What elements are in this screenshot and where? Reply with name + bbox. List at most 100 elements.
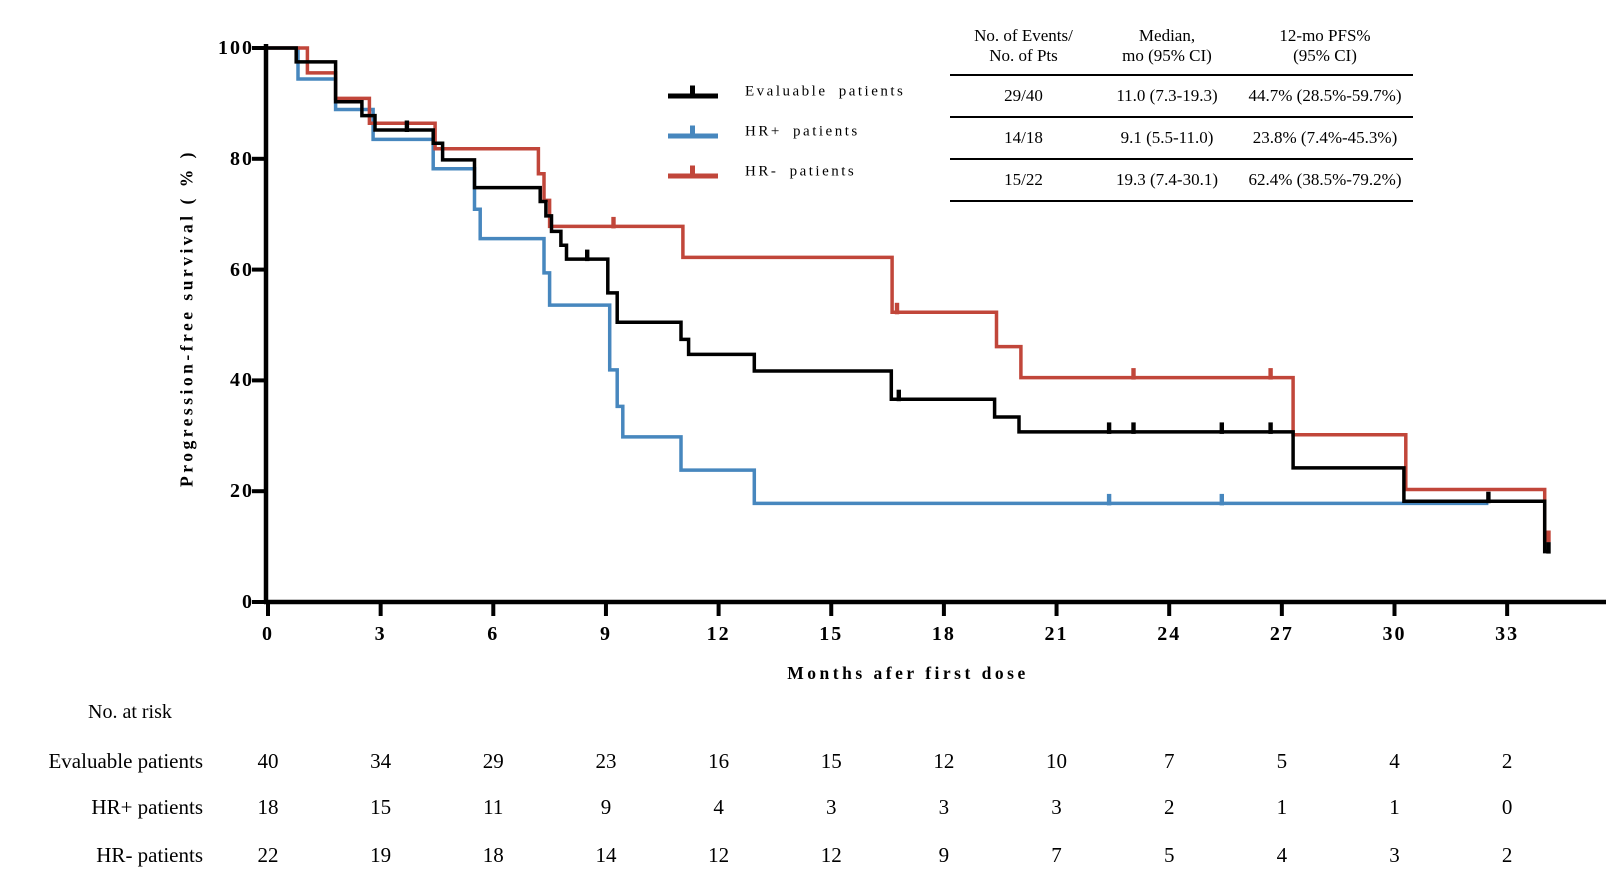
censor-tick-mark	[1106, 422, 1112, 434]
censor-tick-mark	[894, 302, 900, 315]
at-risk-value: 15	[820, 749, 842, 773]
at-risk-value: 0	[1501, 795, 1513, 819]
at-risk-value: 10	[1046, 749, 1068, 773]
stats-row-hr-minus: 15/22 19.3 (7.4-30.1) 62.4% (38.5%-79.2%…	[950, 159, 1413, 202]
at-risk-value: 5	[1276, 749, 1288, 773]
x-tick-label: 18	[931, 623, 956, 645]
y-tick-label: 100	[218, 37, 254, 59]
censor-tick-mark	[1268, 422, 1273, 434]
at-risk-value: 7	[1051, 843, 1062, 867]
at-risk-value: 19	[370, 843, 392, 867]
legend-label-hr-plus: HR+ patients	[745, 123, 860, 140]
at-risk-value: 1	[1276, 795, 1288, 819]
at-risk-value: 5	[1163, 843, 1175, 867]
at-risk-value: 3	[1389, 843, 1400, 867]
stats-cell: 44.7% (28.5%-59.7%)	[1237, 75, 1413, 118]
stats-header-events: No. of Events/No. of Pts	[950, 18, 1097, 76]
x-tick-label: 24	[1157, 623, 1182, 645]
x-tick-label: 30	[1382, 623, 1407, 645]
at-risk-value: 18	[257, 795, 279, 819]
y-axis-title: Progression-free survival ( % )	[176, 149, 197, 487]
censor-tick-mark	[1131, 422, 1136, 434]
at-risk-value: 9	[938, 843, 950, 867]
censor-tick-mark	[1219, 493, 1224, 506]
km-curve-hr-patients	[268, 46, 1489, 506]
at-risk-value: 3	[826, 795, 837, 819]
km-curve-evaluable-patients	[268, 46, 1551, 554]
stats-cell: 14/18	[950, 117, 1097, 160]
x-tick-label: 3	[374, 623, 387, 645]
at-risk-value: 4	[1276, 843, 1288, 867]
censor-tick-mark	[1131, 368, 1136, 380]
censor-tick-mark	[896, 389, 901, 402]
at-risk-label-hr-minus: HR- patients	[96, 843, 203, 867]
at-risk-value: 3	[938, 795, 950, 819]
stats-header-median: Median, mo (95% CI)	[1097, 18, 1237, 76]
censor-tick-mark	[611, 216, 616, 229]
stats-row-evaluable: 29/40 11.0 (7.3-19.3) 44.7% (28.5%-59.7%…	[950, 75, 1413, 118]
at-risk-label-hr-plus: HR+ patients	[91, 795, 203, 819]
evaluable-line-swatch-icon	[668, 85, 718, 100]
at-risk-value: 15	[370, 795, 392, 819]
km-curve-hr-patients	[268, 46, 1551, 542]
hr-plus-line-swatch-icon	[668, 125, 718, 140]
stats-cell: 19.3 (7.4-30.1)	[1097, 159, 1237, 202]
at-risk-value: 12	[708, 843, 730, 867]
at-risk-value: 34	[370, 749, 392, 773]
at-risk-value: 18	[482, 843, 504, 867]
at-risk-value: 4	[713, 795, 724, 819]
x-tick-label: 15	[819, 623, 844, 645]
at-risk-value: 12	[933, 749, 955, 773]
at-risk-value: 29	[482, 749, 504, 773]
censor-tick-mark	[1546, 530, 1551, 542]
stats-cell: 62.4% (38.5%-79.2%)	[1237, 159, 1413, 202]
stats-header-pfs: 12-mo PFS% (95% CI)	[1237, 18, 1413, 76]
at-risk-value: 4	[1389, 749, 1400, 773]
stats-cell: 15/22	[950, 159, 1097, 202]
y-tick-label: 0	[242, 591, 254, 613]
hr-minus-line-swatch-icon	[668, 165, 718, 180]
at-risk-title: No. at risk	[88, 701, 172, 723]
y-tick-label: 60	[230, 258, 254, 281]
x-tick-label: 9	[599, 623, 612, 645]
stats-cell: 9.1 (5.5-11.0)	[1097, 117, 1237, 160]
at-risk-value: 22	[257, 843, 279, 867]
at-risk-value: 9	[600, 795, 612, 819]
x-tick-label: 12	[706, 623, 731, 645]
y-tick-label: 20	[230, 480, 254, 503]
summary-stats-table: No. of Events/No. of Pts Median, mo (95% …	[950, 18, 1413, 202]
x-tick-label: 27	[1269, 623, 1294, 645]
censor-tick-mark	[1106, 493, 1112, 506]
x-axis-title: Months afer first dose	[787, 663, 1029, 683]
censor-tick-mark	[585, 249, 590, 262]
stats-cell: 29/40	[950, 75, 1097, 118]
at-risk-value: 16	[708, 749, 730, 773]
at-risk-label-evaluable: Evaluable patients	[48, 749, 203, 773]
stats-row-hr-plus: 14/18 9.1 (5.5-11.0) 23.8% (7.4%-45.3%)	[950, 117, 1413, 160]
stats-header-row: No. of Events/No. of Pts Median, mo (95% …	[950, 18, 1413, 76]
censor-tick-mark	[1219, 422, 1224, 434]
y-tick-label: 40	[230, 369, 254, 392]
at-risk-value: 3	[1051, 795, 1062, 819]
at-risk-value: 23	[595, 749, 617, 773]
at-risk-value: 14	[595, 843, 617, 867]
at-risk-value: 12	[820, 843, 842, 867]
stats-cell: 23.8% (7.4%-45.3%)	[1237, 117, 1413, 160]
at-risk-value: 2	[1163, 795, 1175, 819]
y-tick-label: 80	[230, 147, 254, 170]
censor-tick-mark	[1546, 542, 1551, 554]
at-risk-value: 2	[1501, 749, 1513, 773]
legend-label-evaluable: Evaluable patients	[745, 83, 906, 100]
censor-tick-mark	[404, 120, 410, 132]
x-tick-label: 0	[262, 623, 274, 645]
censor-tick-mark	[1268, 368, 1273, 380]
censor-tick-mark	[1486, 491, 1491, 504]
x-tick-label: 33	[1495, 623, 1520, 645]
at-risk-value: 11	[483, 795, 504, 819]
stats-cell: 11.0 (7.3-19.3)	[1097, 75, 1237, 118]
x-tick-label: 21	[1044, 623, 1069, 645]
legend-label-hr-minus: HR- patients	[745, 163, 857, 180]
at-risk-value: 40	[257, 749, 279, 773]
